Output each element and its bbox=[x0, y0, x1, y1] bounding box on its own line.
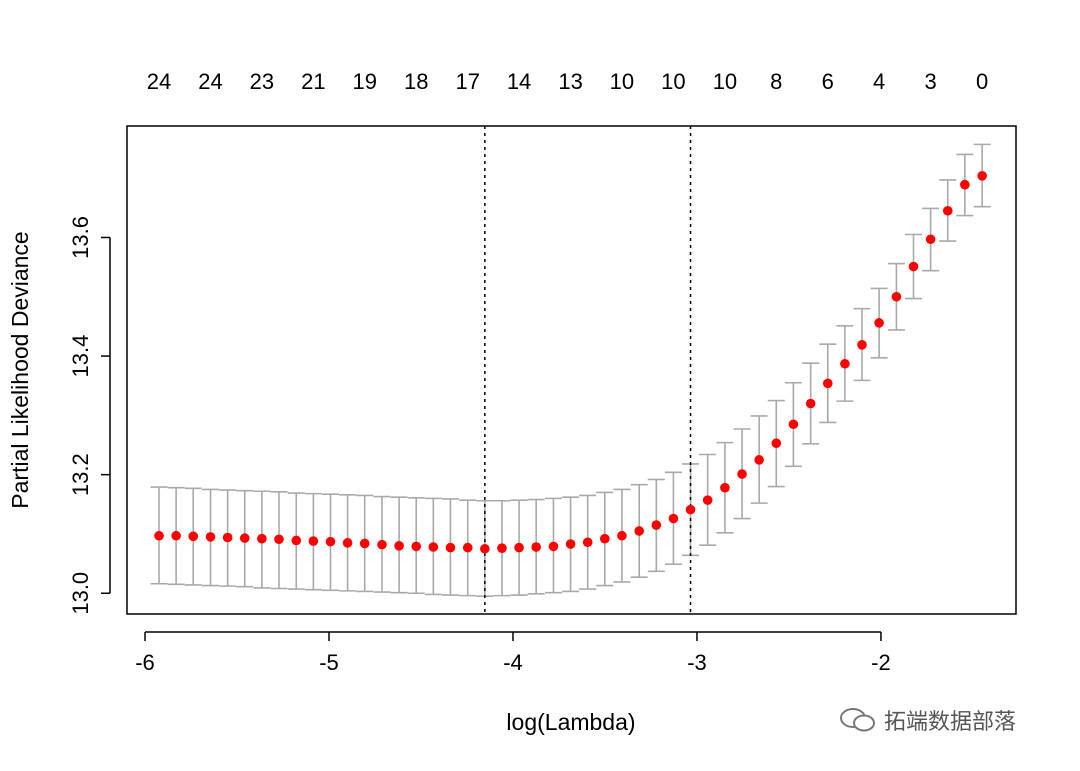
top-axis-label: 19 bbox=[352, 69, 376, 94]
data-point bbox=[171, 530, 181, 541]
data-point bbox=[359, 538, 370, 549]
data-point bbox=[342, 538, 353, 548]
data-point bbox=[239, 533, 250, 543]
data-point bbox=[377, 539, 387, 550]
data-point bbox=[600, 533, 610, 544]
top-axis-label: 14 bbox=[507, 69, 531, 94]
data-point bbox=[188, 531, 199, 542]
plot-frame bbox=[126, 125, 1017, 615]
data-point bbox=[497, 543, 507, 553]
x-tick-label: -6 bbox=[135, 650, 155, 675]
data-point bbox=[291, 535, 302, 546]
x-axis-label: log(Lambda) bbox=[506, 709, 635, 735]
data-point bbox=[617, 530, 627, 541]
data-point bbox=[960, 179, 970, 190]
watermark-text: 拓端数据部落 bbox=[884, 710, 1017, 735]
y-tick-label: 13.4 bbox=[68, 335, 93, 378]
data-point bbox=[702, 495, 713, 505]
data-point bbox=[874, 318, 884, 328]
data-point bbox=[668, 513, 679, 524]
data-point bbox=[222, 532, 233, 543]
x-axis: -6 -5 -4 -3 -2 bbox=[135, 631, 891, 675]
data-point bbox=[257, 533, 267, 544]
data-points bbox=[154, 171, 987, 554]
y-tick-label: 13.6 bbox=[68, 216, 93, 259]
data-point bbox=[274, 534, 284, 545]
data-point bbox=[325, 536, 336, 547]
data-point bbox=[462, 542, 473, 553]
x-tick-label: -2 bbox=[871, 650, 891, 675]
data-point bbox=[634, 526, 645, 536]
data-point bbox=[394, 541, 404, 551]
data-point bbox=[480, 543, 490, 554]
data-point bbox=[720, 482, 730, 493]
data-point bbox=[428, 542, 439, 552]
data-point bbox=[445, 542, 456, 553]
data-point bbox=[531, 542, 541, 552]
top-axis-label: 8 bbox=[770, 69, 782, 94]
lambda-reference-lines bbox=[484, 126, 692, 614]
top-axis-label: 0 bbox=[976, 69, 988, 94]
data-point bbox=[908, 261, 919, 272]
y-axis-label: Partial Likelihood Deviance bbox=[7, 231, 33, 508]
x-tick-label: -4 bbox=[503, 650, 523, 675]
data-point bbox=[582, 537, 593, 548]
data-point bbox=[308, 536, 319, 546]
data-point bbox=[754, 455, 764, 465]
data-point bbox=[411, 541, 422, 552]
x-tick-label: -3 bbox=[687, 650, 707, 675]
top-axis-label: 10 bbox=[661, 69, 685, 94]
data-point bbox=[565, 539, 576, 549]
data-point bbox=[840, 358, 850, 369]
data-point bbox=[548, 541, 559, 552]
top-axis-label: 17 bbox=[455, 69, 479, 94]
y-tick-label: 13.0 bbox=[68, 572, 93, 615]
data-point bbox=[205, 532, 216, 542]
top-axis-label: 10 bbox=[610, 69, 634, 94]
data-point bbox=[154, 530, 164, 541]
data-point bbox=[685, 504, 696, 515]
data-point bbox=[771, 438, 782, 449]
data-point bbox=[737, 469, 747, 479]
top-axis-df-labels: 24 24 23 21 19 18 17 14 13 10 10 10 8 6 4 3 0 bbox=[147, 69, 989, 94]
data-point bbox=[891, 291, 902, 302]
x-tick-label: -5 bbox=[319, 650, 339, 675]
data-point bbox=[977, 171, 987, 181]
top-axis-label: 10 bbox=[713, 69, 737, 94]
top-axis-label: 24 bbox=[198, 69, 222, 94]
top-axis-label: 13 bbox=[558, 69, 582, 94]
top-axis-label: 23 bbox=[250, 69, 274, 94]
y-axis: 13.0 13.2 13.4 13.6 bbox=[68, 216, 111, 615]
data-point bbox=[822, 378, 833, 389]
top-axis-label: 6 bbox=[822, 69, 834, 94]
data-point bbox=[788, 419, 799, 430]
top-axis-label: 3 bbox=[925, 69, 937, 94]
data-point bbox=[805, 398, 816, 409]
data-point bbox=[651, 520, 662, 530]
top-axis-label: 4 bbox=[873, 69, 885, 94]
wechat-icon bbox=[838, 706, 878, 734]
watermark: 拓端数据部落 bbox=[838, 704, 1016, 736]
data-point bbox=[925, 234, 936, 245]
data-point bbox=[514, 542, 524, 553]
top-axis-label: 24 bbox=[147, 69, 171, 94]
top-axis-label: 21 bbox=[301, 69, 325, 94]
data-point bbox=[857, 339, 867, 350]
top-axis-label: 18 bbox=[404, 69, 428, 94]
data-point bbox=[942, 205, 953, 216]
error-bars bbox=[150, 143, 991, 598]
y-tick-label: 13.2 bbox=[68, 453, 93, 496]
